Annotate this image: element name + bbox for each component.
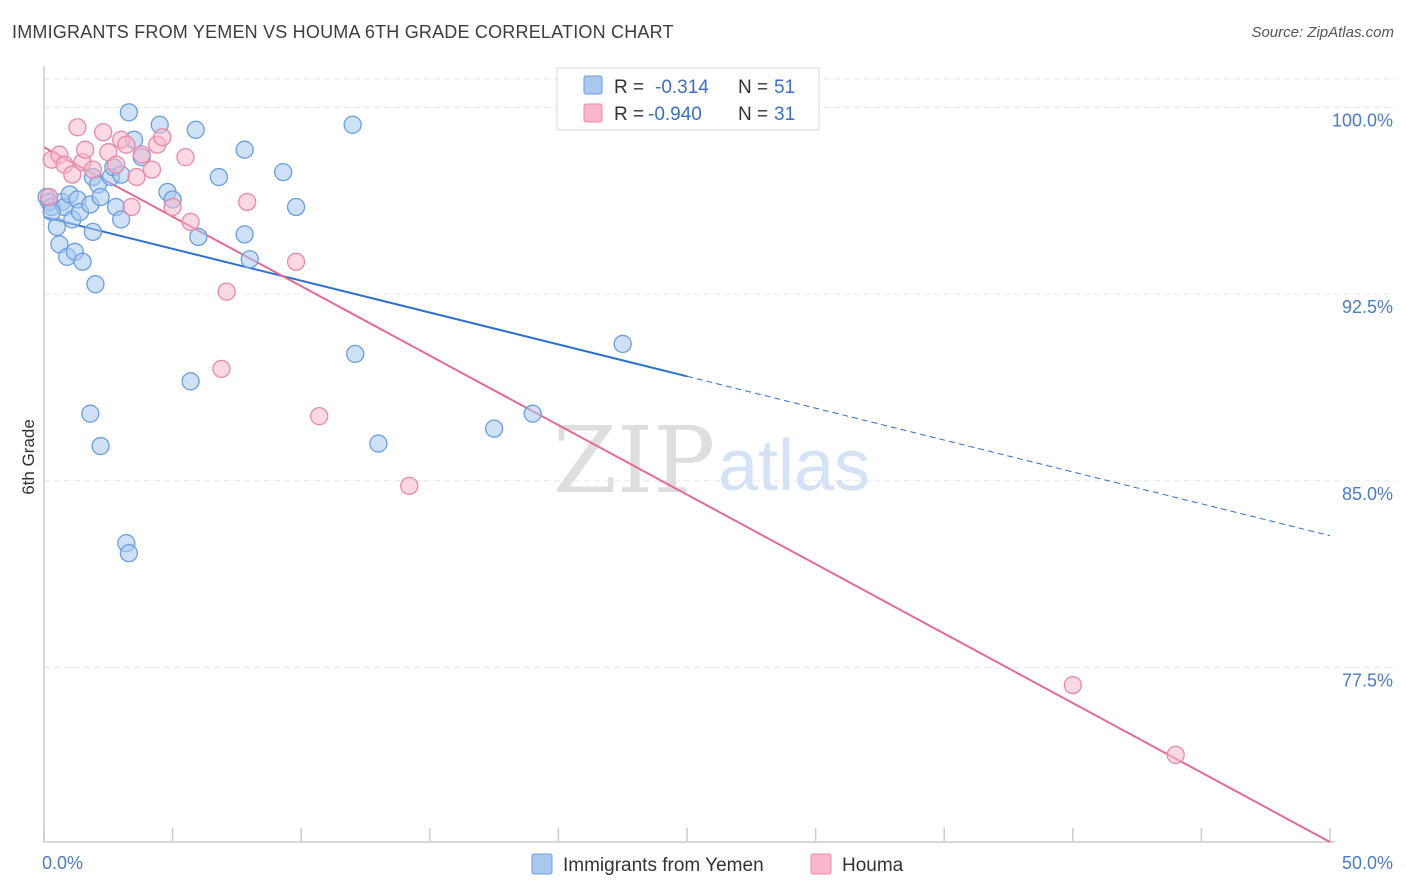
- watermark: ZIP atlas: [553, 407, 870, 514]
- watermark-zip: ZIP: [553, 407, 715, 514]
- point-houma: [212, 359, 231, 378]
- point-houma: [83, 160, 103, 179]
- bottom-legend-swatch-houma: [810, 853, 832, 875]
- point-houma: [117, 135, 136, 154]
- point-yemen: [346, 344, 365, 364]
- legend-n-label-houma: N =: [738, 104, 768, 125]
- legend-r-value-yemen: -0.314: [655, 77, 709, 98]
- point-houma: [94, 123, 113, 142]
- legend-swatch-yemen: [583, 75, 603, 95]
- point-houma: [122, 197, 141, 217]
- bottom-legend: Immigrants from Yemen Houma: [531, 853, 904, 876]
- legend: R = -0.314 N = 51 R = -0.940 N = 31: [556, 67, 820, 131]
- point-yemen: [73, 252, 92, 271]
- point-houma: [76, 140, 95, 159]
- point-yemen: [369, 434, 388, 453]
- point-yemen: [83, 222, 103, 242]
- point-yemen: [186, 120, 205, 139]
- point-yemen: [81, 404, 100, 423]
- y-tick-label: 77.5%: [1342, 671, 1393, 691]
- y-axis-title: 6th Grade: [19, 419, 38, 495]
- point-yemen: [189, 227, 208, 247]
- point-yemen: [343, 115, 362, 134]
- legend-swatch-houma: [583, 103, 603, 123]
- point-yemen: [119, 103, 139, 122]
- point-yemen: [86, 275, 105, 294]
- y-tick-label: 100.0%: [1332, 110, 1393, 130]
- watermark-atlas: atlas: [718, 426, 870, 506]
- point-yemen: [209, 167, 229, 187]
- chart-title: IMMIGRANTS FROM YEMEN VS HOUMA 6TH GRADE…: [12, 22, 674, 42]
- trend-lines: [43, 146, 1331, 843]
- point-yemen: [613, 334, 632, 354]
- y-tick-labels: 100.0% 92.5% 85.0% 77.5%: [1332, 110, 1393, 690]
- y-tick-label: 85.0%: [1342, 484, 1393, 504]
- data-points: [37, 103, 1185, 764]
- bottom-legend-swatch-yemen: [531, 853, 553, 875]
- x-tick-label-right: 50.0%: [1342, 853, 1393, 873]
- point-yemen: [112, 210, 131, 229]
- point-houma: [238, 192, 257, 212]
- point-yemen: [119, 543, 139, 563]
- point-houma: [63, 165, 82, 184]
- point-yemen: [240, 250, 259, 269]
- y-tick-label: 92.5%: [1342, 297, 1393, 317]
- point-houma: [286, 252, 306, 271]
- grid-lines: [44, 78, 1395, 669]
- point-houma: [142, 160, 162, 179]
- point-houma: [163, 197, 182, 217]
- source-label: Source: ZipAtlas.com: [1251, 24, 1394, 41]
- point-yemen: [235, 225, 254, 244]
- point-yemen: [91, 187, 110, 207]
- point-yemen: [235, 140, 254, 159]
- point-yemen: [523, 404, 542, 423]
- point-yemen: [286, 197, 306, 217]
- trend-line-0: [43, 215, 688, 378]
- point-houma: [68, 118, 87, 137]
- point-houma: [176, 148, 195, 167]
- legend-n-value-houma: 31: [774, 104, 795, 125]
- point-houma: [217, 282, 236, 301]
- point-houma: [400, 476, 419, 496]
- legend-r-value-houma: -0.940: [648, 104, 702, 125]
- x-tick-label-left: 0.0%: [42, 853, 83, 873]
- x-ticks: [43, 828, 1331, 842]
- trend-line-1: [43, 146, 1331, 843]
- bottom-legend-label-houma: Houma: [842, 855, 904, 876]
- trend-line-extension-0: [686, 375, 1331, 537]
- bottom-legend-label-yemen: Immigrants from Yemen: [563, 855, 764, 876]
- point-yemen: [91, 436, 110, 456]
- point-yemen: [181, 372, 200, 391]
- point-houma: [132, 145, 151, 164]
- legend-n-value-yemen: 51: [774, 77, 795, 98]
- legend-r-label-yemen: R =: [614, 77, 644, 98]
- point-houma: [106, 155, 126, 174]
- legend-r-label-houma: R =: [614, 104, 644, 125]
- point-yemen: [484, 419, 504, 438]
- point-houma: [153, 128, 172, 147]
- point-houma: [1166, 745, 1185, 764]
- point-houma: [181, 212, 200, 232]
- point-houma: [127, 167, 146, 187]
- legend-n-label-yemen: N =: [738, 77, 768, 98]
- point-houma: [39, 187, 59, 207]
- point-houma: [1063, 675, 1082, 695]
- point-yemen: [42, 202, 61, 222]
- point-yemen: [274, 162, 293, 182]
- point-houma: [310, 407, 329, 426]
